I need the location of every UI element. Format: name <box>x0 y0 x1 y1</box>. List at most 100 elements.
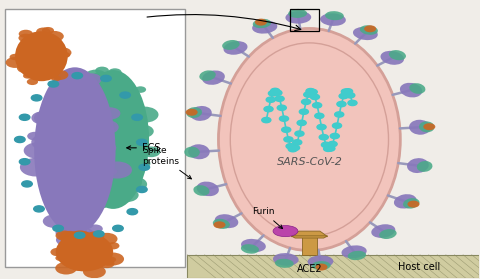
Ellipse shape <box>84 153 110 169</box>
Circle shape <box>290 145 300 150</box>
Ellipse shape <box>86 172 107 185</box>
Circle shape <box>139 164 150 170</box>
Ellipse shape <box>53 47 72 58</box>
Ellipse shape <box>54 79 71 89</box>
Ellipse shape <box>83 183 105 196</box>
Circle shape <box>339 93 348 99</box>
Ellipse shape <box>241 239 266 252</box>
Ellipse shape <box>18 34 33 42</box>
Ellipse shape <box>400 83 422 97</box>
Ellipse shape <box>59 251 74 259</box>
Ellipse shape <box>66 201 90 215</box>
Ellipse shape <box>86 231 104 242</box>
Ellipse shape <box>379 229 396 239</box>
Ellipse shape <box>215 214 238 228</box>
Ellipse shape <box>224 41 248 55</box>
Circle shape <box>306 88 315 94</box>
Circle shape <box>22 181 32 187</box>
Ellipse shape <box>72 72 87 81</box>
Ellipse shape <box>88 224 103 233</box>
Ellipse shape <box>114 188 139 202</box>
Ellipse shape <box>83 265 106 278</box>
Text: Spike
proteins: Spike proteins <box>142 146 192 179</box>
Circle shape <box>304 92 313 97</box>
Circle shape <box>255 19 267 26</box>
Circle shape <box>319 134 328 140</box>
Ellipse shape <box>44 35 53 40</box>
Ellipse shape <box>43 214 66 228</box>
Ellipse shape <box>24 142 52 159</box>
Ellipse shape <box>42 27 54 34</box>
Ellipse shape <box>69 228 95 243</box>
Ellipse shape <box>120 187 135 196</box>
Ellipse shape <box>77 143 101 157</box>
Ellipse shape <box>102 252 124 266</box>
Circle shape <box>295 131 304 136</box>
Ellipse shape <box>76 188 89 195</box>
Ellipse shape <box>84 69 107 83</box>
Ellipse shape <box>50 115 68 125</box>
Ellipse shape <box>54 203 84 221</box>
Ellipse shape <box>60 231 80 243</box>
Ellipse shape <box>114 169 132 179</box>
Ellipse shape <box>82 162 106 176</box>
Text: FCS: FCS <box>127 143 160 153</box>
Ellipse shape <box>99 259 115 268</box>
Ellipse shape <box>19 30 33 38</box>
Ellipse shape <box>44 146 61 156</box>
Polygon shape <box>291 236 327 238</box>
Ellipse shape <box>84 170 106 183</box>
Ellipse shape <box>131 107 158 123</box>
Ellipse shape <box>115 91 130 100</box>
Ellipse shape <box>126 156 150 170</box>
Ellipse shape <box>275 259 294 268</box>
Ellipse shape <box>84 153 96 160</box>
Ellipse shape <box>57 61 64 66</box>
FancyBboxPatch shape <box>5 9 185 267</box>
Ellipse shape <box>117 98 133 108</box>
Circle shape <box>120 92 131 98</box>
Ellipse shape <box>407 158 429 173</box>
Ellipse shape <box>116 108 139 122</box>
Circle shape <box>137 139 147 145</box>
Ellipse shape <box>199 70 216 81</box>
Circle shape <box>53 225 63 231</box>
Ellipse shape <box>107 242 120 249</box>
Ellipse shape <box>67 171 95 187</box>
Ellipse shape <box>36 28 50 36</box>
Text: Host cell: Host cell <box>398 262 441 272</box>
Ellipse shape <box>132 146 146 154</box>
Ellipse shape <box>273 225 298 237</box>
Circle shape <box>423 123 435 130</box>
Ellipse shape <box>135 86 146 93</box>
Ellipse shape <box>86 117 103 126</box>
Ellipse shape <box>222 40 240 50</box>
Ellipse shape <box>120 177 147 192</box>
Circle shape <box>279 116 288 121</box>
Ellipse shape <box>53 183 72 194</box>
Ellipse shape <box>188 144 210 159</box>
Ellipse shape <box>64 219 86 232</box>
Ellipse shape <box>190 106 212 121</box>
Ellipse shape <box>320 13 346 26</box>
Ellipse shape <box>83 151 112 168</box>
Ellipse shape <box>67 135 84 145</box>
Ellipse shape <box>73 209 95 222</box>
Ellipse shape <box>312 261 331 270</box>
Ellipse shape <box>10 54 21 60</box>
Circle shape <box>101 75 111 81</box>
Ellipse shape <box>96 233 118 245</box>
Ellipse shape <box>394 194 417 208</box>
Ellipse shape <box>78 220 94 229</box>
Ellipse shape <box>55 262 77 275</box>
Circle shape <box>312 103 322 108</box>
Ellipse shape <box>79 234 96 243</box>
Circle shape <box>288 146 298 152</box>
Circle shape <box>19 114 30 120</box>
Ellipse shape <box>286 11 311 24</box>
Ellipse shape <box>56 230 73 241</box>
Ellipse shape <box>83 161 106 174</box>
Ellipse shape <box>77 230 90 237</box>
Circle shape <box>341 89 350 94</box>
Ellipse shape <box>48 56 62 65</box>
